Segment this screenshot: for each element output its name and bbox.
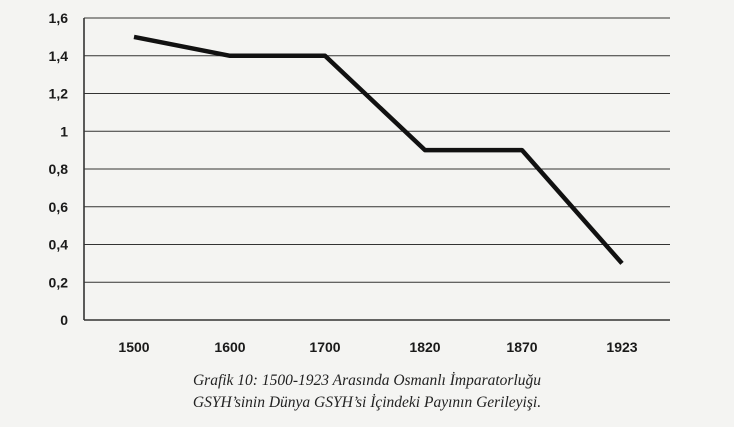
y-tick-label: 0,8 <box>49 161 69 177</box>
y-tick-label: 0,6 <box>49 199 69 215</box>
y-tick-label: 1,2 <box>49 86 69 102</box>
x-tick-label: 1870 <box>506 339 537 355</box>
caption-line-2: GSYH’sinin Dünya GSYH’si İçindeki Payını… <box>192 394 542 411</box>
x-tick-label: 1820 <box>409 339 440 355</box>
x-axis-tick-labels: 1500 1600 1700 1820 1870 1923 <box>118 339 637 355</box>
x-tick-label: 1923 <box>606 339 637 355</box>
gridlines <box>83 17 670 321</box>
line-chart: 1,6 1,4 1,2 1 0,8 0,6 0,4 0,2 0 1500 1600 1700 1820… <box>49 10 670 355</box>
series-layer <box>133 34 624 265</box>
y-tick-label: 1,6 <box>49 10 69 26</box>
y-tick-label: 0,4 <box>49 237 69 253</box>
y-tick-label: 0 <box>60 312 68 328</box>
y-tick-label: 0,2 <box>49 274 69 290</box>
series-line <box>133 34 624 265</box>
x-tick-label: 1500 <box>118 339 149 355</box>
y-tick-label: 1,4 <box>49 48 69 64</box>
x-tick-label: 1700 <box>309 339 340 355</box>
x-tick-label: 1600 <box>214 339 245 355</box>
y-axis-tick-labels: 1,6 1,4 1,2 1 0,8 0,6 0,4 0,2 0 <box>49 10 69 328</box>
y-tick-label: 1 <box>60 123 68 139</box>
caption-line-1: Grafik 10: 1500-1923 Arasında Osmanlı İm… <box>192 372 542 389</box>
